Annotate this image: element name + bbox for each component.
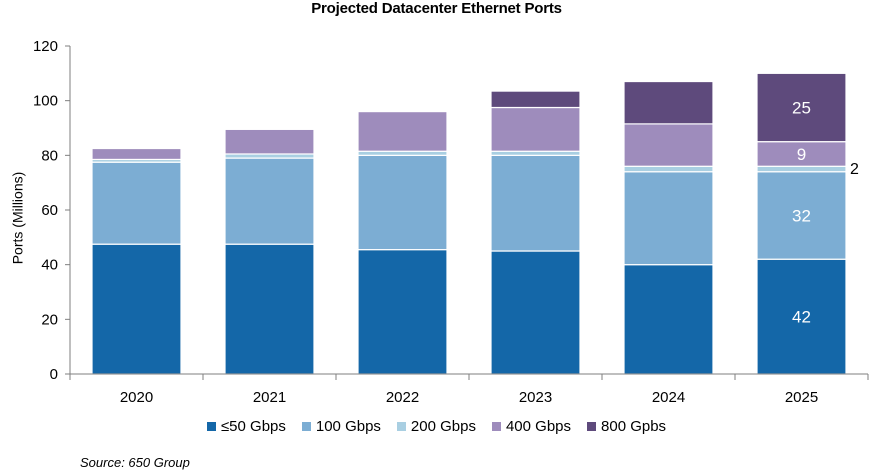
data-label: 9 [797, 145, 806, 164]
bar-segment [490, 154, 581, 252]
y-tick-label: 80 [41, 147, 58, 164]
source-note: Source: 650 Group [80, 455, 190, 470]
legend-item: 800 Gpbs [587, 418, 666, 435]
x-tick-label: 2022 [386, 389, 419, 406]
x-tick-label: 2025 [785, 389, 818, 406]
bar-segment [91, 147, 182, 161]
legend-swatch [587, 421, 597, 431]
y-tick-label: 40 [41, 257, 58, 274]
legend-swatch [396, 421, 406, 431]
x-tick-label: 2021 [253, 389, 286, 406]
legend-label: ≤50 Gbps [220, 418, 286, 435]
bar-segment [91, 161, 182, 245]
bar-segment [756, 171, 847, 260]
bar-segment [623, 264, 714, 375]
x-tick-label: 2020 [120, 389, 153, 406]
bar-segment [357, 110, 448, 152]
x-tick-label: 2023 [519, 389, 552, 406]
bar-segment [756, 258, 847, 375]
legend-swatch [491, 421, 501, 431]
bar-segment [91, 243, 182, 375]
bar-segment [756, 165, 847, 173]
data-label: 32 [792, 206, 811, 225]
bar-segment [224, 243, 315, 375]
legend-item: 100 Gbps [301, 418, 381, 435]
bar-segment [224, 128, 315, 155]
bar-segment [490, 106, 581, 152]
data-label: 2 [850, 161, 859, 178]
bar-segment [490, 250, 581, 375]
legend-swatch [206, 421, 216, 431]
data-label: 42 [792, 308, 811, 327]
legend-swatch [301, 421, 311, 431]
y-tick-label: 60 [41, 202, 58, 219]
bar-segment [490, 150, 581, 156]
y-tick-label: 120 [33, 38, 58, 55]
bar-segment [224, 153, 315, 159]
legend-label: 200 Gbps [410, 418, 476, 435]
legend-label: 400 Gbps [505, 418, 572, 435]
bar-segment [357, 249, 448, 375]
bar-segment [490, 90, 581, 109]
bar-segment [623, 123, 714, 167]
legend-item: 200 Gbps [396, 418, 476, 435]
y-tick-label: 0 [50, 366, 58, 383]
legend-label: 100 Gbps [315, 418, 381, 435]
bar-segment [623, 165, 714, 173]
y-tick-label: 100 [33, 93, 58, 110]
chart-title: Projected Datacenter Ethernet Ports [311, 0, 562, 17]
x-tick-label: 2024 [652, 389, 685, 406]
bar-segment [623, 171, 714, 266]
legend-item: 400 Gbps [491, 418, 572, 435]
bar-segment [756, 72, 847, 143]
bar-segment [224, 157, 315, 245]
bar-chart: 0 20 40 60 80 100 120 2020 2021 2022 2023 2024 42 32 2… [33, 38, 869, 406]
chart-legend: ≤50 Gbps 100 Gbps 200 Gbps 400 Gbps 800 Gpbs [0, 418, 873, 435]
y-tick-label: 20 [41, 311, 58, 328]
bar-segment [756, 141, 847, 167]
bar-segment [623, 80, 714, 125]
bar-segment [357, 150, 448, 156]
legend-item: ≤50 Gbps [206, 418, 286, 435]
legend-label: 800 Gpbs [601, 418, 667, 435]
bar-segment [357, 154, 448, 251]
data-label: 25 [792, 99, 811, 118]
